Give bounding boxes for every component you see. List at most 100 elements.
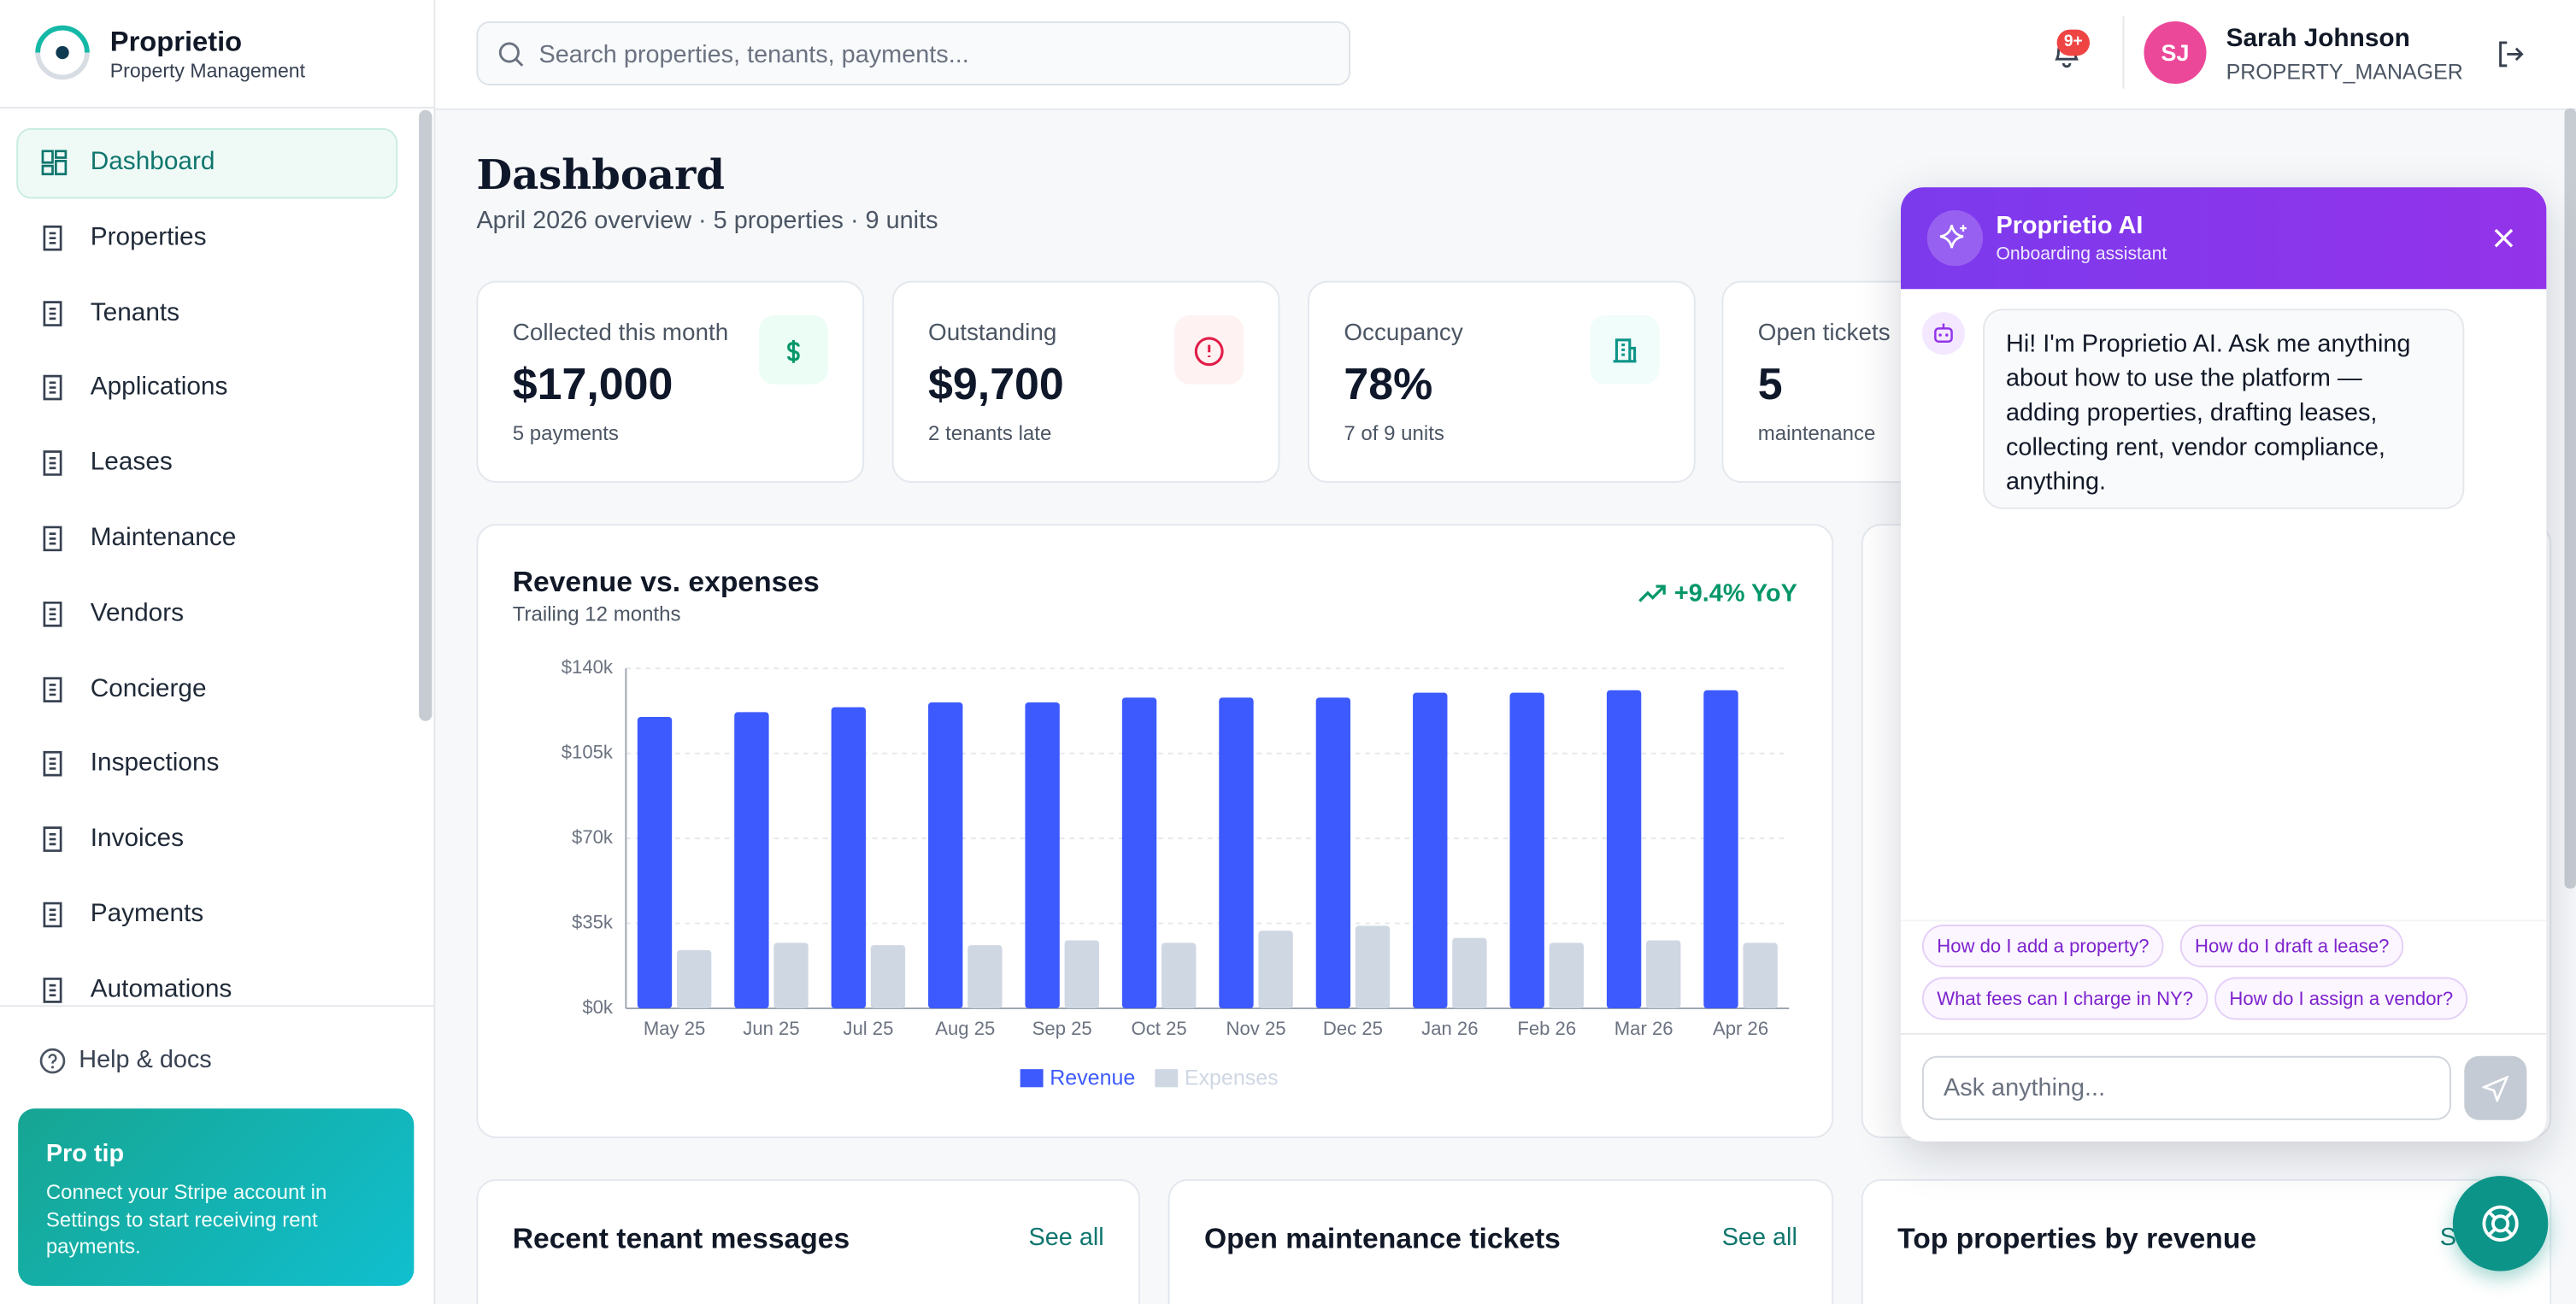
nav-item[interactable]: Inspections <box>16 730 397 801</box>
suggestion-chip[interactable]: How do I assign a vendor? <box>2214 977 2468 1020</box>
brand-tagline: Property Management <box>109 59 306 83</box>
pro-tip: Pro tip Connect your Stripe account in S… <box>18 1108 415 1286</box>
assistant-input[interactable]: Ask anything... <box>1921 1055 2451 1120</box>
kpi-note: 5 payments <box>512 421 619 445</box>
bar <box>1509 692 1544 1009</box>
nav-icon-shape <box>43 526 62 552</box>
chart-subtitle: Trailing 12 months <box>512 602 681 626</box>
bar <box>1452 937 1487 1009</box>
nav-item[interactable]: Invoices <box>16 805 397 876</box>
user-role: PROPERTY_MANAGER <box>2226 59 2463 85</box>
nav-icon-shape <box>43 751 62 778</box>
kpi-card: Outstanding $9,700 2 tenants late <box>891 280 1280 484</box>
nav-icon-shape <box>43 375 62 402</box>
x-tick-label: Nov 25 <box>1226 1018 1286 1039</box>
nav-icon-shape <box>43 977 62 1003</box>
x-tick-label: Dec 25 <box>1323 1018 1383 1039</box>
nav-label: Automations <box>90 975 232 1003</box>
nav-icon-shape <box>43 676 62 702</box>
nav-label: Properties <box>90 222 207 251</box>
nav-label: Applications <box>90 373 228 402</box>
x-tick-label: Jan 26 <box>1421 1018 1478 1039</box>
scrollbar <box>419 109 432 721</box>
nav-item[interactable]: Applications <box>16 354 397 425</box>
legend-label[interactable]: Expenses <box>1185 1066 1279 1090</box>
kpi-value: 78% <box>1344 359 1433 409</box>
support-button[interactable] <box>2452 1176 2549 1272</box>
nav-label: Inspections <box>90 749 220 778</box>
kpi-value: $17,000 <box>512 359 673 409</box>
search-box[interactable]: Search properties, tenants, payments... <box>476 21 1351 85</box>
x-tick-label: Sep 25 <box>1032 1018 1092 1039</box>
user-name: Sarah Johnson <box>2226 24 2410 53</box>
suggestion-chip[interactable]: What fees can I charge in NY? <box>1921 977 2208 1020</box>
nav-item[interactable]: Automations <box>16 955 397 1005</box>
nav-icon-shape <box>43 902 62 928</box>
kpi-icon-shape <box>1613 338 1637 363</box>
scrollbar <box>2564 108 2576 889</box>
x-tick-label: May 25 <box>644 1018 705 1039</box>
divider <box>0 106 434 109</box>
bar <box>734 712 769 1009</box>
close-button[interactable] <box>2492 226 2515 250</box>
bar <box>967 945 1003 1009</box>
divider <box>2122 16 2125 89</box>
nav-item[interactable]: Vendors <box>16 579 397 650</box>
panel-card: Open maintenance tickets See all <box>1167 1178 1834 1304</box>
bar-chart: $0k $35k $70k $105k $140k May 25 Jun 25 Jul 25 A… <box>562 656 1790 1090</box>
nav-item[interactable]: Concierge <box>16 655 397 725</box>
y-tick-label: $70k <box>572 826 614 848</box>
x-tick-label: Jul 25 <box>843 1018 893 1039</box>
assistant-message: Hi! I'm Proprietio AI. Ask me anything a… <box>1983 308 2465 509</box>
panel-title: Open maintenance tickets <box>1203 1221 1561 1255</box>
legend-label[interactable]: Revenue <box>1050 1066 1135 1090</box>
kpi-label: Collected this month <box>512 320 729 347</box>
nav-item[interactable]: Leases <box>16 429 397 500</box>
nav-icon-shape <box>41 150 68 176</box>
bar <box>1064 940 1099 1009</box>
kpi-icon-svg <box>1613 338 1637 363</box>
bar <box>1121 697 1157 1009</box>
search-icon <box>498 42 524 67</box>
kpi-icon-svg <box>1194 337 1224 367</box>
x-tick-label: Feb 26 <box>1517 1018 1576 1039</box>
help-link[interactable]: Help & docs <box>79 1046 212 1074</box>
y-tick-label: $105k <box>562 742 614 763</box>
nav-icon <box>43 526 62 552</box>
nav-icon-shape <box>43 225 62 251</box>
kpi-value: 5 <box>1757 359 1783 409</box>
nav-icon <box>43 225 62 251</box>
x-tick-label: Apr 26 <box>1713 1018 1768 1039</box>
nav-item[interactable]: Dashboard <box>16 127 398 199</box>
bar <box>1703 690 1738 1009</box>
bar <box>1315 697 1351 1009</box>
kpi-note: 2 tenants late <box>928 421 1052 445</box>
nav-item[interactable]: Properties <box>16 203 397 274</box>
help-icon <box>39 1048 66 1074</box>
kpi-value: $9,700 <box>928 359 1064 409</box>
send-button[interactable] <box>2464 1055 2527 1120</box>
kpi-note: maintenance <box>1757 421 1876 445</box>
panel-link[interactable]: See all <box>1721 1223 1797 1252</box>
panel-link[interactable]: See all <box>1028 1223 1104 1252</box>
bar <box>1646 940 1681 1009</box>
bot-avatar <box>1921 312 1965 355</box>
kpi-icon <box>1590 315 1660 385</box>
nav-icon <box>43 902 62 928</box>
nav-item[interactable]: Maintenance <box>16 504 397 575</box>
logout-icon[interactable] <box>2496 39 2526 69</box>
kpi-note: 7 of 9 units <box>1344 421 1444 445</box>
nav-icon <box>43 450 62 477</box>
nav-item[interactable]: Payments <box>16 880 397 951</box>
nav-item[interactable]: Tenants <box>16 279 397 349</box>
suggestion-chip[interactable]: How do I draft a lease? <box>2179 925 2404 967</box>
assistant-header: Proprietio AI Onboarding assistant <box>1900 187 2547 290</box>
suggestion-chip[interactable]: How do I add a property? <box>1921 925 2164 967</box>
pro-tip-text: Connect your Stripe account in Settings … <box>45 1180 327 1259</box>
bar <box>1606 690 1642 1009</box>
x-tick-label: Oct 25 <box>1132 1018 1187 1039</box>
kpi-icon-shape <box>787 339 800 363</box>
avatar[interactable]: SJ <box>2144 21 2207 85</box>
yoy-badge: +9.4% YoY <box>1673 579 1797 608</box>
